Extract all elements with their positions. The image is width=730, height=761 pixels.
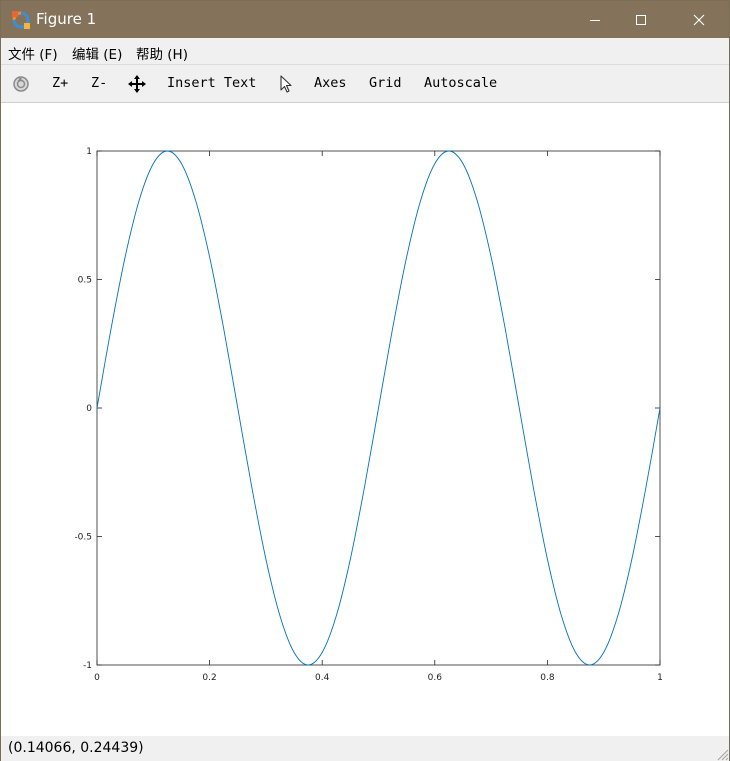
y-tick-label: -1	[83, 661, 92, 671]
figure-canvas[interactable]: 0 0.2 0.4 0.6 0.8 1 -1 -0.5 0 0.5 1	[1, 103, 729, 736]
grid-button[interactable]: Grid	[369, 75, 402, 91]
close-button[interactable]	[676, 1, 722, 38]
axes-button[interactable]: Axes	[314, 75, 347, 91]
cursor-coordinates: (0.14066, 0.24439)	[8, 740, 144, 756]
insert-text-button[interactable]: Insert Text	[167, 75, 257, 91]
y-tick-label: 1	[86, 147, 92, 157]
pan-icon[interactable]	[127, 74, 147, 94]
x-tick-label: 0	[94, 673, 100, 683]
x-tick-label: 0.4	[315, 673, 330, 683]
x-tick-label: 0.6	[428, 673, 443, 683]
window-title: Figure 1	[36, 10, 97, 28]
series-line-0	[96, 150, 661, 666]
y-tick-label: 0.5	[78, 276, 92, 286]
maximize-button[interactable]	[618, 1, 664, 38]
menu-file[interactable]: 文件 (F)	[8, 47, 58, 63]
zoom-in-button[interactable]: Z+	[52, 75, 69, 91]
menu-help[interactable]: 帮助 (H)	[136, 47, 188, 63]
zoom-out-button[interactable]: Z-	[91, 75, 108, 91]
plot-area[interactable]: 0 0.2 0.4 0.6 0.8 1 -1 -0.5 0 0.5 1	[1, 103, 729, 736]
title-bar[interactable]: Figure 1	[1, 1, 729, 38]
x-tick-label: 0.8	[540, 673, 555, 683]
menu-bar: 文件 (F) 编辑 (E) 帮助 (H)	[1, 38, 729, 64]
close-icon	[693, 14, 705, 25]
pointer-icon[interactable]	[276, 74, 296, 94]
x-tick-label: 0.2	[202, 673, 216, 683]
axis-ticks	[96, 150, 661, 666]
y-tick-label: 0	[86, 404, 92, 414]
minimize-button[interactable]	[572, 1, 618, 38]
minimize-icon	[590, 19, 600, 21]
octave-figure-icon	[12, 11, 30, 29]
series-group	[96, 150, 661, 666]
figure-toolbar: Z+ Z- Insert Text Axes Grid Autoscale	[1, 64, 729, 103]
menu-edit[interactable]: 编辑 (E)	[72, 47, 123, 63]
autoscale-button[interactable]: Autoscale	[424, 75, 498, 91]
y-tick-label: -0.5	[74, 533, 92, 543]
x-tick-label: 1	[657, 673, 663, 683]
tick-labels: 0 0.2 0.4 0.6 0.8 1 -1 -0.5 0 0.5 1	[74, 147, 662, 683]
maximize-icon	[636, 14, 646, 25]
rotate-icon[interactable]	[11, 74, 31, 94]
status-bar: (0.14066, 0.24439)	[1, 736, 729, 761]
resize-grip-icon[interactable]	[715, 747, 729, 761]
